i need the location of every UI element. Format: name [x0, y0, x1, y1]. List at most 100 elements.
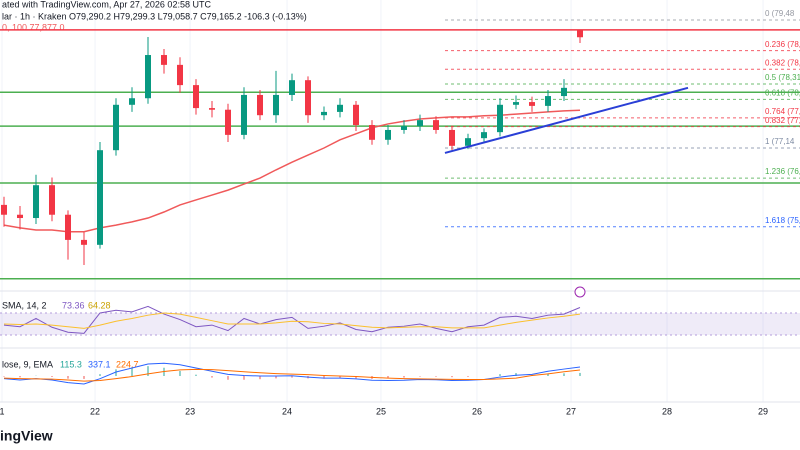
- candle-body: [577, 30, 583, 38]
- macd-label: lose, 9, EMA: [2, 359, 53, 369]
- candle-body: [177, 64, 183, 86]
- fib-label: 0.764 (77,69: [765, 107, 800, 116]
- macd-histogram-bar: [131, 367, 133, 376]
- candle-body: [161, 55, 167, 65]
- macd-histogram-bar: [19, 376, 21, 378]
- candle-body: [33, 185, 39, 219]
- macd-value: 224.7: [116, 359, 139, 369]
- trend-line: [444, 86, 689, 154]
- candle-body: [289, 80, 295, 95]
- candle-body: [481, 132, 487, 139]
- candle-body: [465, 138, 471, 146]
- fib-label: 0.5 (78,31: [765, 73, 800, 82]
- rsi-band: [0, 312, 800, 335]
- ema-line: [3, 109, 581, 233]
- macd-histogram-bar: [451, 376, 453, 378]
- candle-body: [417, 120, 423, 127]
- candle-body: [209, 108, 215, 110]
- macd-histogram-bar: [355, 376, 357, 379]
- macd-histogram-bar: [179, 370, 181, 376]
- macd-histogram-bar: [291, 376, 293, 378]
- macd-histogram-bar: [99, 374, 101, 376]
- x-tick-label: 28: [662, 406, 672, 416]
- fib-label: 0.618 (78,03: [765, 88, 800, 97]
- x-tick-label: 26: [472, 406, 482, 416]
- rsi-value: 64.28: [88, 300, 111, 310]
- macd-histogram-bar: [579, 372, 581, 376]
- header-line: lar · 1h · Kraken O79,290.2 H79,299.3 L7…: [2, 11, 307, 21]
- macd-histogram-bar: [83, 376, 85, 379]
- macd-histogram-bar: [323, 376, 325, 379]
- candle-body: [513, 102, 519, 105]
- candle-body: [545, 96, 551, 106]
- candle-body: [17, 214, 23, 219]
- macd-histogram-bar: [195, 374, 197, 376]
- macd-histogram-bar: [499, 374, 501, 376]
- macd-histogram-bar: [419, 376, 421, 377]
- macd-histogram-bar: [259, 376, 261, 380]
- x-tick-label: 25: [376, 406, 386, 416]
- x-tick-label: 24: [282, 406, 292, 416]
- macd-histogram-bar: [115, 369, 117, 376]
- macd-histogram-bar: [243, 376, 245, 380]
- x-tick-label: 1: [0, 406, 5, 416]
- candle-body: [145, 55, 151, 99]
- rsi-line: [3, 305, 581, 334]
- candle-body: [529, 102, 535, 106]
- header-line: 0, 100 77,877.0: [2, 22, 65, 32]
- candle-body: [321, 111, 327, 116]
- candle-body: [561, 87, 567, 97]
- candle-body: [113, 104, 119, 151]
- candle-body: [433, 120, 439, 130]
- alert-marker: [574, 286, 586, 298]
- candle-body: [401, 126, 407, 130]
- macd-histogram-bar: [275, 376, 277, 379]
- x-tick-label: 29: [758, 406, 768, 416]
- candle-body: [1, 204, 7, 215]
- candle-body: [97, 150, 103, 245]
- candle-body: [257, 94, 263, 116]
- x-tick-label: 23: [185, 406, 195, 416]
- macd-histogram-bar: [147, 366, 149, 376]
- macd-histogram-bar: [563, 373, 565, 376]
- macd-histogram-bar: [435, 376, 437, 377]
- macd-histogram-bar: [51, 376, 53, 377]
- candle-body: [449, 129, 455, 146]
- candle-body: [337, 104, 343, 112]
- macd-histogram-bar: [515, 373, 517, 376]
- candle-body: [225, 109, 231, 135]
- footer-logo: ingView: [0, 428, 53, 444]
- x-tick-label: 22: [90, 406, 100, 416]
- fib-label: 1 (77,14: [765, 137, 795, 146]
- fib-label: 0.236 (78,92: [765, 40, 800, 49]
- candle-body: [305, 80, 311, 116]
- fib-label: 0.382 (78,58: [765, 58, 800, 67]
- candle-body: [129, 98, 135, 105]
- rsi-line: [3, 312, 581, 329]
- macd-histogram-bar: [227, 376, 229, 380]
- x-tick-label: 27: [566, 406, 576, 416]
- header-line: ated with TradingView.com, Apr 27, 2026 …: [2, 0, 211, 9]
- fib-label: 0 (79,48: [765, 9, 795, 18]
- macd-value: 115.3: [60, 359, 82, 369]
- macd-value: 337.1: [88, 359, 111, 369]
- candle-body: [273, 94, 279, 116]
- macd-histogram-bar: [547, 373, 549, 376]
- macd-line: [3, 368, 581, 382]
- candle-body: [385, 129, 391, 140]
- fib-label: 1.236 (76,59: [765, 167, 800, 176]
- rsi-value: 73.36: [62, 300, 85, 310]
- candle-body: [81, 239, 87, 245]
- candle-body: [193, 85, 199, 109]
- candle-body: [353, 104, 359, 126]
- fib-label: 0.832 (77,53: [765, 116, 800, 125]
- candle-body: [369, 125, 375, 140]
- macd-histogram-bar: [339, 376, 341, 379]
- fib-label: 1.618 (75,70: [765, 216, 800, 225]
- rsi-label: SMA, 14, 2: [2, 300, 47, 310]
- candle-body: [65, 214, 71, 240]
- macd-histogram-bar: [387, 376, 389, 379]
- macd-histogram-bar: [403, 376, 405, 378]
- macd-histogram-bar: [211, 376, 213, 378]
